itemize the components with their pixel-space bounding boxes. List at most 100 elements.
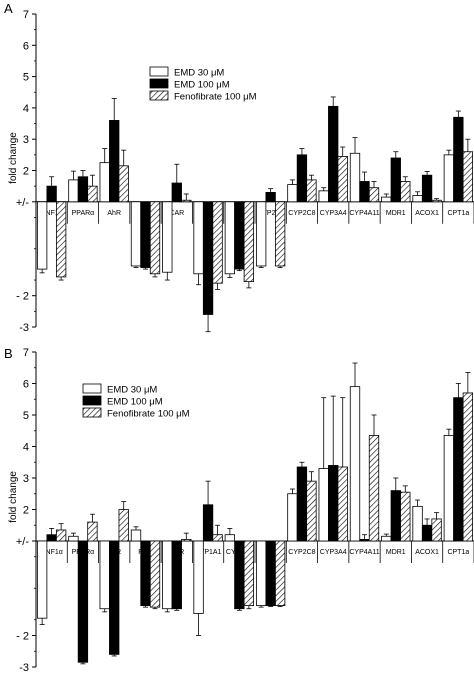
legend-label: Fenofibrate 100 μM <box>107 409 190 420</box>
bar <box>46 185 57 203</box>
bar <box>224 534 236 542</box>
bar <box>212 534 223 542</box>
bar <box>130 529 142 542</box>
category-label: CYP2C8 <box>288 210 315 217</box>
category-label: CYP2C8 <box>288 549 315 556</box>
y-tick-label: 6 <box>23 40 29 52</box>
bar <box>462 392 474 542</box>
y-tick-label: 5 <box>23 72 29 84</box>
legend-swatch <box>82 395 102 406</box>
bar <box>359 539 370 542</box>
bar <box>140 201 151 268</box>
y-tick-label: 3 <box>23 134 29 146</box>
category-label: HNF1α <box>40 210 62 217</box>
bar <box>337 466 348 542</box>
bar <box>306 179 317 203</box>
bar <box>224 201 236 275</box>
bar <box>162 540 173 610</box>
y-tick-label: 4 <box>23 103 29 115</box>
y-tick-label: 7 <box>23 9 29 21</box>
legend-label: EMD 100 μM <box>174 80 230 91</box>
bar <box>130 201 142 267</box>
panel-label: B <box>4 346 13 361</box>
bar <box>368 435 380 542</box>
category-label: AhR <box>107 210 121 217</box>
y-tick-label: - 2 <box>16 631 29 643</box>
bar <box>328 464 339 542</box>
category-label: CYP3A4 <box>320 210 347 217</box>
bar <box>328 105 339 203</box>
category-label: CYP4A11 <box>349 549 379 556</box>
bar <box>390 490 401 542</box>
y-tick-label: 6 <box>23 379 29 391</box>
bar <box>99 540 110 610</box>
bar <box>36 201 48 270</box>
bar <box>349 386 361 542</box>
bar <box>162 201 173 273</box>
legend-label: EMD 30 μM <box>107 385 157 396</box>
bar <box>296 466 308 542</box>
bar <box>421 174 433 203</box>
bar <box>400 181 411 203</box>
bar <box>421 524 433 542</box>
bar <box>171 182 182 203</box>
category-label: HNF1α <box>40 549 62 556</box>
bar <box>149 201 161 275</box>
bar <box>390 157 401 203</box>
bar <box>359 181 370 203</box>
category-label: CPT1a <box>447 549 469 556</box>
bar <box>337 156 348 203</box>
bar <box>381 196 392 203</box>
bar <box>412 505 423 542</box>
bar <box>99 162 110 203</box>
legend-swatch <box>82 383 102 394</box>
bar <box>77 540 89 663</box>
bar <box>140 540 151 606</box>
bar <box>349 152 361 203</box>
bar <box>202 201 214 315</box>
bar <box>87 521 98 542</box>
category-label: CYP1A1 <box>195 549 222 556</box>
bar <box>274 540 286 606</box>
bar <box>118 509 129 542</box>
bar <box>193 201 204 275</box>
category-label: PPARα <box>72 210 95 217</box>
bar <box>443 435 455 542</box>
bar <box>181 539 192 542</box>
bar <box>68 535 79 542</box>
y-tick-label: 5 <box>23 410 29 422</box>
bar <box>265 540 276 606</box>
y-tick-label: -3 <box>19 662 29 674</box>
bar <box>287 493 298 542</box>
bar <box>193 540 204 614</box>
y-tick-label: 7 <box>23 347 29 359</box>
bar <box>234 201 245 270</box>
bar <box>243 540 255 606</box>
bar <box>412 195 423 203</box>
y-axis-title: fold change <box>8 471 19 523</box>
bar <box>431 199 442 203</box>
category-label: CYP2B6 <box>257 210 284 217</box>
category-label: CYP3A4 <box>320 549 347 556</box>
bar <box>287 184 298 203</box>
y-tick-label: 4 <box>23 442 29 454</box>
bar <box>87 185 98 203</box>
legend-swatch <box>149 66 169 77</box>
bar <box>306 480 317 542</box>
category-label: MDR1 <box>386 549 406 556</box>
category-label: CAR <box>169 210 184 217</box>
legend-label: EMD 30 μM <box>174 68 224 79</box>
bar <box>255 201 267 267</box>
y-tick-label: 2 <box>23 166 29 178</box>
y-tick-label: 2 <box>23 505 29 517</box>
y-axis-title: fold change <box>8 132 19 184</box>
bar <box>381 535 392 542</box>
bar <box>77 176 89 203</box>
category-label: CYP4A11 <box>349 210 379 217</box>
y-tick-label: +/- <box>16 536 29 548</box>
y-tick-label: -3 <box>19 322 29 334</box>
bar <box>400 491 411 542</box>
